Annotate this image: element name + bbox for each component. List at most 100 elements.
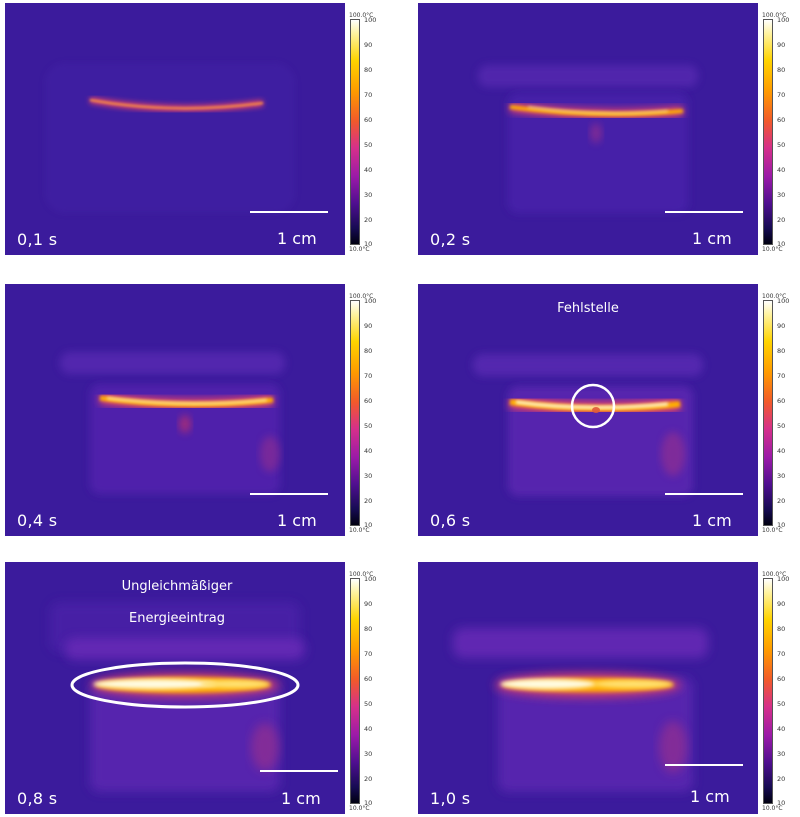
colorbar-2: 100.0°C 100 90 80 70 60 50 40 30 20 10 1…	[761, 12, 797, 253]
colorbar-gradient	[350, 300, 360, 526]
colorbar-tick: 30	[777, 472, 786, 480]
time-label-5: 0,8 s	[17, 789, 58, 808]
scale-bar-4	[665, 493, 743, 495]
colorbar-tick: 80	[777, 66, 786, 74]
colorbar-tick: 10	[777, 799, 786, 807]
colorbar-tick: 30	[364, 191, 373, 199]
colorbar-tick: 50	[777, 141, 786, 149]
colorbar-tick: 90	[364, 322, 373, 330]
colorbar-max-label: 100.0°C	[349, 293, 374, 300]
colorbar-5: 100.0°C 100 90 80 70 60 50 40 30 20 10 1…	[348, 571, 384, 812]
colorbar-3: 100.0°C 100 90 80 70 60 50 40 30 20 10 1…	[348, 293, 384, 534]
colorbar-tick: 10	[777, 240, 786, 248]
scale-bar-6	[665, 764, 743, 766]
colorbar-tick: 20	[777, 775, 786, 783]
colorbar-tick: 30	[777, 191, 786, 199]
thermal-panel-5: Ungleichmäßiger Energieeintrag 0,8 s 1 c…	[5, 562, 385, 814]
time-label-1: 0,1 s	[17, 230, 58, 249]
colorbar-tick: 20	[777, 497, 786, 505]
thermal-image-3	[5, 284, 345, 536]
thermal-panel-6: 1,0 s 1 cm 100.0°C 100 90 80 70 60 50 40…	[418, 562, 798, 814]
annotation-line-1: Ungleichmäßiger	[121, 579, 233, 594]
thermal-scene-3	[5, 284, 345, 536]
colorbar-tick: 40	[777, 725, 786, 733]
colorbar-max-label: 100.0°C	[762, 571, 787, 578]
colorbar-tick: 10	[364, 521, 373, 529]
colorbar-tick: 70	[777, 91, 786, 99]
colorbar-tick: 70	[777, 372, 786, 380]
colorbar-tick: 10	[364, 240, 373, 248]
colorbar-tick: 60	[777, 397, 786, 405]
annotation-fehlstelle: Fehlstelle	[557, 301, 619, 316]
colorbar-tick: 80	[364, 66, 373, 74]
colorbar-max-label: 100.0°C	[349, 12, 374, 19]
colorbar-tick: 50	[364, 422, 373, 430]
scale-label-4: 1 cm	[692, 511, 732, 530]
colorbar-tick: 20	[364, 216, 373, 224]
time-label-3: 0,4 s	[17, 511, 58, 530]
thermal-scene-1	[5, 3, 345, 255]
annotation-line-2: Energieeintrag	[129, 611, 225, 626]
thermal-image-5	[5, 562, 345, 814]
thermal-image-1	[5, 3, 345, 255]
colorbar-tick: 100	[364, 297, 377, 305]
colorbar-tick: 100	[777, 575, 790, 583]
colorbar-tick: 10	[364, 799, 373, 807]
colorbar-tick: 10	[777, 521, 786, 529]
thermal-panel-4: Fehlstelle 0,6 s 1 cm 100.0°C 100 90 80 …	[418, 284, 798, 536]
colorbar-tick: 60	[777, 116, 786, 124]
colorbar-gradient	[763, 300, 773, 526]
colorbar-gradient	[763, 19, 773, 245]
colorbar-tick: 40	[364, 447, 373, 455]
time-label-6: 1,0 s	[430, 789, 471, 808]
colorbar-tick: 100	[777, 16, 790, 24]
colorbar-tick: 100	[777, 297, 790, 305]
scale-label-3: 1 cm	[277, 511, 317, 530]
colorbar-tick: 80	[777, 625, 786, 633]
colorbar-tick: 50	[364, 141, 373, 149]
colorbar-tick: 100	[364, 575, 377, 583]
colorbar-6: 100.0°C 100 90 80 70 60 50 40 30 20 10 1…	[761, 571, 797, 812]
colorbar-4: 100.0°C 100 90 80 70 60 50 40 30 20 10 1…	[761, 293, 797, 534]
colorbar-tick: 40	[777, 166, 786, 174]
colorbar-min-label: 10.0°C	[762, 246, 783, 253]
scale-bar-1	[250, 211, 328, 213]
colorbar-tick: 90	[777, 41, 786, 49]
colorbar-tick: 70	[364, 650, 373, 658]
colorbar-tick: 90	[777, 322, 786, 330]
colorbar-max-label: 100.0°C	[762, 12, 787, 19]
scale-bar-3	[250, 493, 328, 495]
thermal-panel-2: 0,2 s 1 cm 100.0°C 100 90 80 70 60 50 40…	[418, 3, 798, 255]
colorbar-tick: 90	[777, 600, 786, 608]
colorbar-tick: 20	[364, 775, 373, 783]
colorbar-tick: 60	[364, 397, 373, 405]
colorbar-tick: 90	[364, 600, 373, 608]
colorbar-tick: 50	[364, 700, 373, 708]
scale-label-2: 1 cm	[692, 229, 732, 248]
thermal-scene-2	[418, 3, 758, 255]
thermal-scene-4	[418, 284, 758, 536]
colorbar-tick: 80	[364, 625, 373, 633]
colorbar-tick: 50	[777, 700, 786, 708]
colorbar-tick: 30	[777, 750, 786, 758]
colorbar-tick: 100	[364, 16, 377, 24]
thermal-scene-5	[5, 562, 345, 814]
colorbar-tick: 70	[777, 650, 786, 658]
colorbar-tick: 30	[364, 750, 373, 758]
colorbar-tick: 50	[777, 422, 786, 430]
colorbar-tick: 40	[777, 447, 786, 455]
colorbar-tick: 20	[364, 497, 373, 505]
colorbar-tick: 70	[364, 372, 373, 380]
colorbar-min-label: 10.0°C	[349, 527, 370, 534]
colorbar-min-label: 10.0°C	[762, 805, 783, 812]
thermal-image-4	[418, 284, 758, 536]
scale-bar-2	[665, 211, 743, 213]
colorbar-tick: 40	[364, 725, 373, 733]
scale-label-1: 1 cm	[277, 229, 317, 248]
colorbar-max-label: 100.0°C	[349, 571, 374, 578]
colorbar-min-label: 10.0°C	[762, 527, 783, 534]
thermal-image-2	[418, 3, 758, 255]
thermal-panel-3: 0,4 s 1 cm 100.0°C 100 90 80 70 60 50 40…	[5, 284, 385, 536]
colorbar-max-label: 100.0°C	[762, 293, 787, 300]
thermal-panel-1: 0,1 s 1 cm 100.0°C 100 90 80 70 60 50 40…	[5, 3, 385, 255]
